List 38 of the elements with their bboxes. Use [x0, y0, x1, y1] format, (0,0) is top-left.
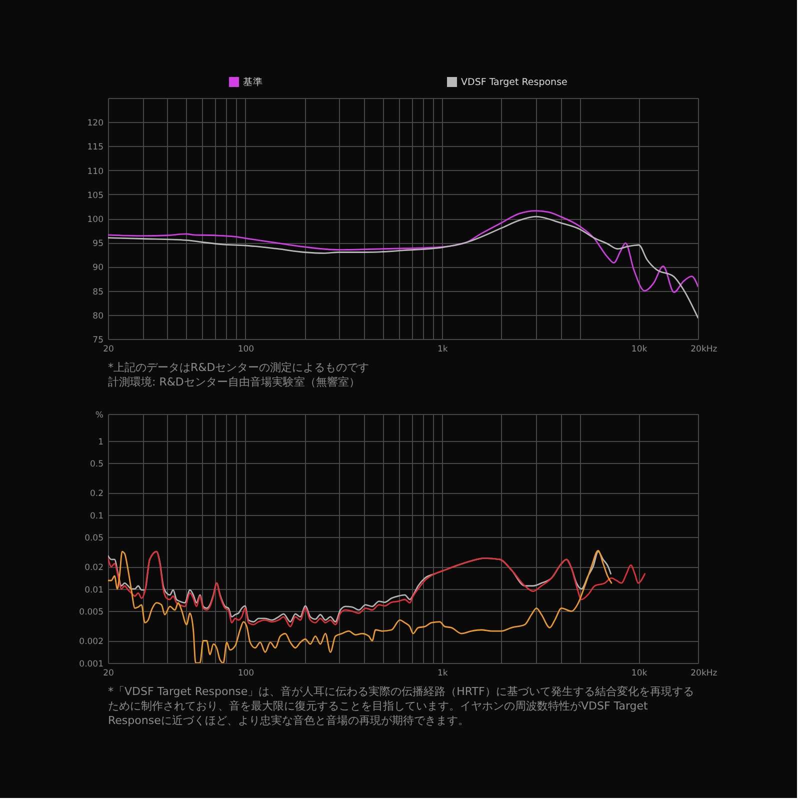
- y-tick-label: 100: [87, 215, 104, 225]
- y-tick-label: 0.01: [84, 585, 104, 596]
- x-tick-label: 20: [103, 344, 114, 354]
- y-tick-label: 0.5: [90, 460, 104, 470]
- y-axis-title: %: [95, 410, 104, 420]
- text: 計測環境: R&Dセンター自由音場実験室（無響室）: [108, 376, 360, 388]
- legend-label: VDSF Target Response: [461, 77, 568, 88]
- y-tick-label: 110: [87, 166, 104, 177]
- y-tick-label: 95: [92, 239, 104, 250]
- y-tick-label: 90: [92, 263, 104, 274]
- y-tick-label: 0.005: [79, 608, 104, 618]
- y-tick-label: 0.001: [79, 660, 104, 670]
- y-tick-label: 0.02: [84, 563, 104, 574]
- y-tick-label: 85: [92, 287, 104, 298]
- legend-label: 基準: [243, 76, 263, 88]
- x-tick-label: 20: [103, 668, 114, 678]
- x-tick-label: 20k: [690, 344, 706, 354]
- x-tick-label: 100: [238, 344, 254, 354]
- x-tick-label: 1k: [437, 668, 448, 678]
- y-tick-label: 1: [98, 437, 104, 448]
- x-axis-title: Hz: [706, 344, 718, 354]
- y-tick-label: 120: [87, 118, 104, 129]
- text: *「VDSF Target Response」は、音が人耳に伝わる実際の伝播経路（HRTF）に基づいて発生する結合変化を再現するために制作されており、音を最大限に復元することを目指しています。イヤホンの周波数特性がVDSF Target Responseに近づくほど、より忠実な音色と音場の再現が期待できます。: [108, 685, 694, 727]
- x-tick-label: 20k: [690, 668, 706, 678]
- y-tick-label: 80: [92, 311, 104, 322]
- y-tick-label: 105: [87, 190, 104, 201]
- y-tick-label: 0.002: [79, 637, 104, 648]
- text: *上記のデータはR&Dセンターの測定によるものです: [108, 361, 370, 374]
- x-axis-title: Hz: [706, 668, 718, 678]
- y-tick-label: 75: [92, 336, 104, 346]
- y-tick-label: 115: [87, 142, 104, 153]
- y-tick-label: 0.05: [84, 534, 104, 544]
- x-tick-label: 100: [238, 668, 254, 678]
- x-tick-label: 10k: [631, 344, 648, 354]
- x-tick-label: 10k: [631, 668, 648, 678]
- y-tick-label: 0.2: [90, 489, 104, 500]
- x-tick-label: 1k: [437, 344, 448, 354]
- y-tick-label: 0.1: [90, 511, 104, 522]
